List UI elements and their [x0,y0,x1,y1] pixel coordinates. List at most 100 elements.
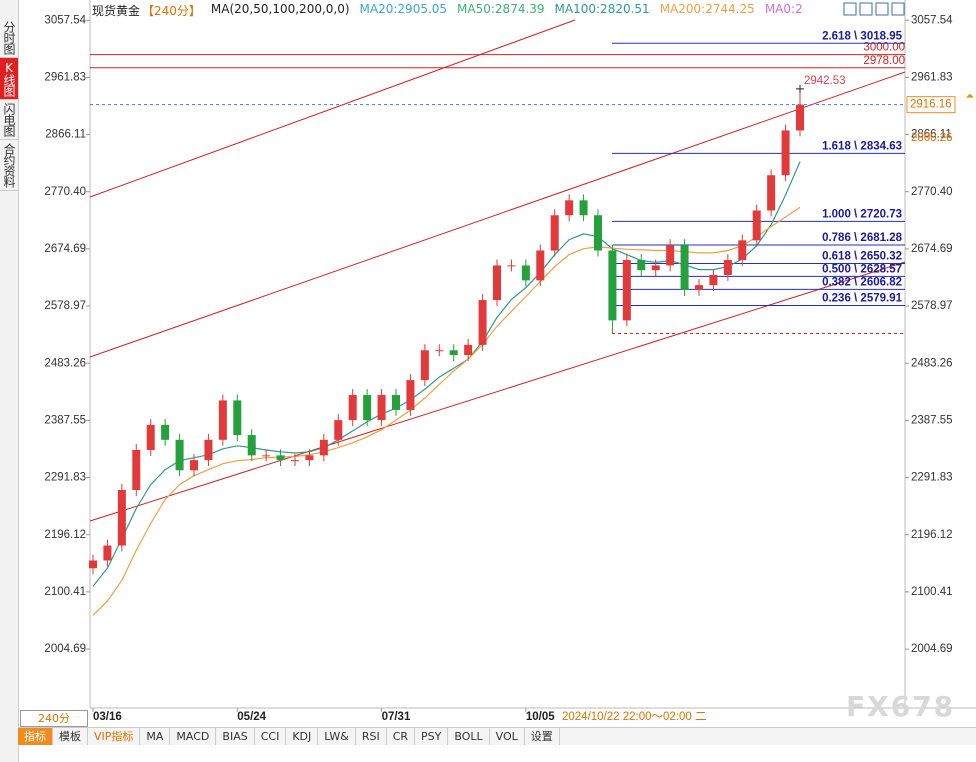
side-tab[interactable]: K线图 [0,58,18,100]
toolbar-tab[interactable]: 设置 [525,728,560,745]
fib-label: 0.382 \ 2606.82 [822,276,902,288]
symbol: 现货黄金 [92,4,141,18]
last-price-arrow [966,93,974,98]
candle-body [752,210,761,241]
icon[interactable] [843,2,857,16]
channel-middle [89,71,906,358]
candle-body [233,400,242,436]
candle-body [161,424,170,440]
candle-body [146,424,155,450]
period[interactable]: 【240分】 [142,4,201,18]
toolbar-tab[interactable]: RSI [356,728,387,745]
candle-body [377,395,386,421]
y-tick-label: 3057.54 [911,14,953,26]
candle-body [565,200,574,216]
y-tick-label: 2483.26 [911,357,953,369]
indicator: MA(20,50,100,200,0,0) [210,2,350,16]
icon[interactable] [891,2,905,16]
ma-price-label: 2860.26 [911,132,953,144]
side-tab[interactable]: 合约资料 [0,140,18,191]
candle-body [406,380,415,410]
candle-body [507,265,516,267]
x-tick-label: 10/05 [526,711,555,723]
candle-body [666,245,675,266]
candle-body [420,350,429,381]
icon[interactable] [875,2,889,16]
candle-body [334,420,343,440]
crosshair-box [558,710,728,725]
high-label: 2942.53 [804,75,846,87]
toolbar-tab[interactable]: VOL [490,728,525,745]
candle-body [449,350,458,356]
chart: 3057.54 3057.54 2961.83 2961.83 2866.11 2866.… [4,0,976,725]
candle-body [796,104,804,131]
toolbar-tab[interactable]: VIP指标 [88,728,141,745]
y-tick-label: 2674.69 [44,243,86,255]
fib-label: 0.618 \ 2650.32 [822,250,902,262]
y-tick-label: 2866.11 [911,129,952,141]
candle-body [247,435,256,456]
y-tick-label: 2578.97 [911,300,953,312]
candle-body [89,560,97,569]
fib-label: 0.236 \ 2579.91 [822,293,903,305]
fib-label: 0.786 \ 2681.28 [822,232,903,244]
candle-body [478,300,487,345]
y-tick-label: 2770.40 [44,186,86,198]
candle-body [348,395,357,421]
ma-label: MA0:2 [764,2,803,16]
toolbar-tab[interactable]: KDJ [286,728,319,745]
toolbar-tab[interactable]: LW& [318,728,356,745]
toolbar-tab[interactable]: 模板 [53,728,88,745]
candle-body [175,439,184,471]
candle-body [695,285,703,290]
ma-label: MA20:2905.05 [359,2,448,16]
candle-body [709,274,718,286]
ma-line [92,161,801,587]
candle-body [132,449,141,490]
last-price-box [906,96,956,114]
y-tick-label: 2866.11 [45,129,86,141]
candle-body [723,260,732,275]
toolbar-tab[interactable]: CR [387,728,416,745]
candle-body [319,439,328,456]
y-tick-label: 2674.69 [911,243,953,255]
sidebar: 分时图 K线图 闪电图 合约资料 [0,0,19,762]
channel-upper [89,19,576,198]
y-tick-label: 2291.83 [911,472,953,484]
icon[interactable] [859,2,873,16]
candle-body [363,395,372,421]
fib-label: 0.500 \ 2628.57 [822,263,902,275]
candle-body [291,460,299,462]
candle-body [680,245,689,290]
y-tick-label: 2196.12 [44,529,86,541]
toolbar-tab[interactable]: CCI [255,728,287,745]
crosshair-label: 2024/10/22 22:00～02:00 二 [562,711,707,723]
y-tick-label: 2387.55 [44,414,86,426]
period-select[interactable]: 240分 [20,710,88,727]
candle-body [117,489,126,546]
candle-body [781,130,790,176]
y-tick-label: 2196.12 [911,529,953,541]
y-tick-label: 2004.69 [44,643,86,655]
candle-body [103,545,112,561]
toolbar-tab[interactable]: BIAS [216,728,255,745]
ma-label: MA200:2744.25 [659,2,755,16]
x-tick-label: 07/31 [382,711,411,723]
y-tick-label: 2004.69 [911,643,953,655]
high-marker [796,84,804,93]
candle-body [190,460,198,471]
toolbar-tab[interactable]: PSY [415,728,449,745]
candle-body [276,455,285,461]
toolbar-tab[interactable]: 指标 [18,728,53,745]
side-tab[interactable]: 分时图 [0,18,18,58]
toolbar-tab[interactable]: MA [140,728,171,745]
toolbar-tab[interactable]: MACD [170,728,217,745]
candle-body [579,200,588,216]
toolbar-tab[interactable]: BOLL [448,728,490,745]
fib-label: 2.618 \ 3018.95 [822,30,903,42]
y-tick-label: 2100.41 [911,586,953,598]
side-tab[interactable]: 闪电图 [0,100,18,140]
header: 现货黄金 【240分】 MA(20,50,100,200,0,0) MA20:2… [92,2,803,19]
candle-body [204,439,213,461]
